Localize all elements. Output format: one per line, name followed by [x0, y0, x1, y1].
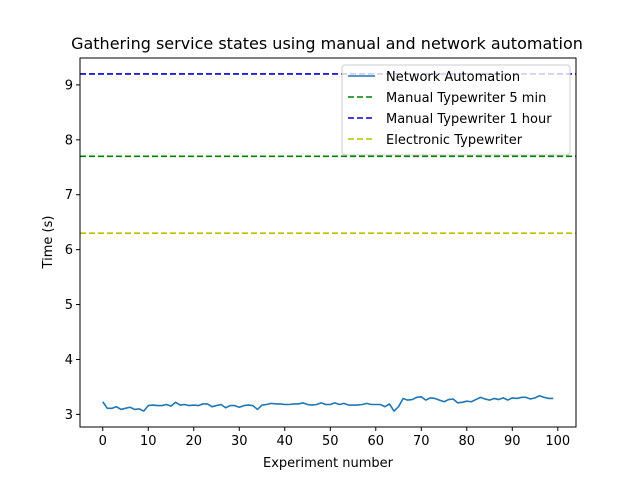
y-tick-label: 4 [65, 353, 73, 368]
x-tick-label: 100 [545, 434, 570, 449]
y-tick-label: 6 [65, 243, 73, 258]
legend: Network Automation Manual Typewriter 5 mi… [341, 64, 571, 156]
series-lines [102, 394, 554, 412]
legend-label: Electronic Typewriter [386, 133, 523, 148]
y-tick-label: 3 [65, 408, 73, 423]
y-tick-label: 8 [65, 133, 73, 148]
reference-lines [80, 73, 576, 234]
y-tick-label: 5 [65, 298, 73, 313]
series-line-network-automation [102, 394, 554, 412]
x-tick-label: 40 [276, 434, 293, 449]
x-tick-label: 80 [459, 434, 476, 449]
x-tick-label: 60 [368, 434, 385, 449]
x-tick-label: 0 [99, 434, 107, 449]
chart-title: Gathering service states using manual an… [71, 34, 583, 53]
x-tick-label: 30 [231, 434, 248, 449]
x-tick-label: 10 [140, 434, 157, 449]
y-axis-label: Time (s) [41, 216, 56, 270]
axes-frame [79, 57, 577, 428]
y-tick-label: 7 [65, 188, 73, 203]
legend-label: Network Automation [386, 70, 520, 85]
legend-box [341, 64, 571, 156]
x-tick-label: 70 [413, 434, 430, 449]
x-tick-label: 90 [504, 434, 521, 449]
x-tick-label: 20 [185, 434, 202, 449]
x-axis: 0 10 20 30 40 50 60 70 80 90 100 [99, 427, 570, 449]
legend-label: Manual Typewriter 1 hour [386, 112, 552, 127]
y-axis: 3 4 5 6 7 8 9 [65, 78, 80, 423]
x-tick-label: 50 [322, 434, 339, 449]
plot-area [79, 57, 577, 428]
y-tick-label: 9 [65, 78, 73, 93]
x-axis-label: Experiment number [263, 456, 394, 471]
legend-label: Manual Typewriter 5 min [386, 91, 546, 106]
